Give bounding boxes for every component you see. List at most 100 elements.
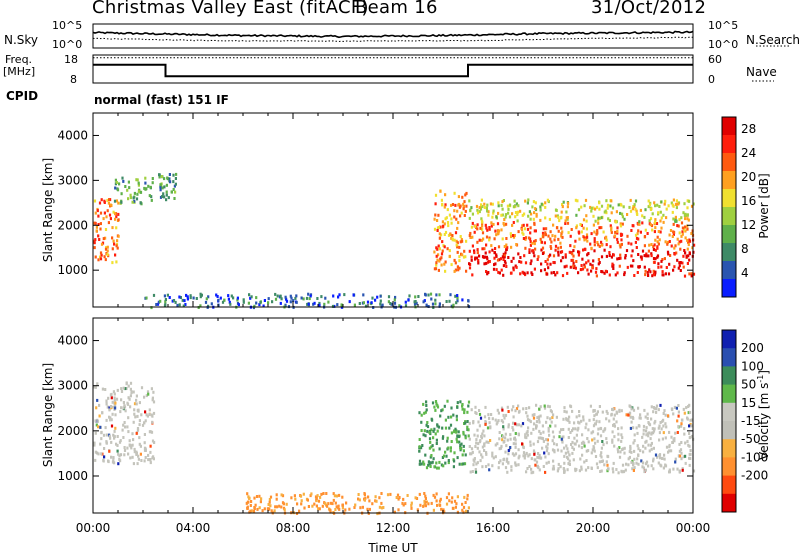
echo-cell [468,199,471,203]
echo-cell [242,300,245,304]
echo-cell [450,440,453,443]
echo-cell [627,413,630,417]
echo-cell [93,241,96,245]
echo-cell [604,269,607,273]
echo-cell [636,232,639,236]
echo-cell [582,248,585,252]
echo-cell [531,205,534,209]
echo-cell [537,255,540,259]
echo-cell [148,408,151,412]
echo-cell [483,434,486,438]
echo-cell [533,240,536,244]
echo-cell [563,409,566,413]
echo-cell [605,460,608,464]
echo-cell [633,466,636,470]
echo-cell [621,436,624,440]
echo-cell [687,243,690,247]
echo-cell [600,243,603,247]
echo-cell [143,186,146,190]
echo-cell [457,221,460,225]
echo-cell [504,466,508,470]
echo-cell [460,442,463,446]
echo-cell [489,439,492,442]
echo-cell [432,457,435,461]
echo-cell [125,382,128,386]
date-label: 31/Oct/2012 [591,0,707,18]
echo-cell [660,259,663,263]
echo-cell [549,424,552,428]
echo-cell [667,204,670,208]
echo-cell [149,461,152,465]
echo-cell [519,209,522,213]
echo-cell [436,226,440,230]
echo-cell [498,258,501,262]
echo-cell [509,437,512,441]
echo-cell [587,440,590,444]
echo-cell [358,302,361,305]
echo-cell [574,442,577,446]
echo-cell [404,304,408,308]
echo-cell [616,271,619,275]
echo-cell [205,297,208,301]
echo-cell [454,505,457,509]
echo-cell [535,214,538,218]
echo-cell [418,462,421,466]
echo-cell [448,213,451,217]
echo-cell [584,247,587,251]
echo-cell [341,495,344,499]
echo-cell [425,408,428,412]
echo-cell [664,464,668,468]
echo-cell [466,420,469,423]
echo-cell [582,226,585,230]
echo-cell [127,384,130,388]
echo-cell [546,438,549,442]
echo-cell [663,409,666,413]
echo-cell [404,502,407,506]
echo-cell [151,177,154,180]
power-colorbar-tick: 12 [741,218,756,232]
echo-cell [115,215,118,219]
echo-cell [438,304,441,308]
echo-cell [476,428,479,432]
echo-cell [137,189,140,193]
echo-cell [503,223,506,227]
echo-cell [478,254,481,258]
echo-cell [156,302,160,306]
echo-cell [517,433,520,437]
echo-cell [474,224,477,228]
echo-cell [650,243,653,246]
echo-cell [565,444,568,448]
echo-cell [640,255,643,259]
echo-cell [503,255,506,259]
echo-cell [491,451,494,455]
echo-cell [512,428,515,432]
echo-cell [543,268,546,272]
echo-cell [100,253,103,257]
echo-cell [133,199,136,203]
echo-cell [629,415,632,419]
echo-cell [661,456,664,460]
echo-cell [94,385,97,389]
echo-cell [207,295,210,299]
echo-cell [132,438,135,442]
echo-cell [602,429,605,433]
echo-cell [501,207,504,211]
echo-cell [637,265,640,269]
echo-cell [557,253,560,257]
echo-cell [618,264,621,268]
echo-cell [104,388,107,391]
echo-cell [128,186,131,190]
echo-cell [655,222,659,225]
echo-cell [593,437,596,441]
echo-cell [532,251,535,255]
echo-cell [510,465,513,469]
echo-cell [549,245,552,248]
x-axis-title: Time UT [367,541,418,554]
echo-cell [684,441,687,445]
echo-cell [173,197,176,200]
echo-cell [625,249,629,253]
echo-cell [549,230,552,234]
echo-cell [510,259,513,263]
echo-cell [426,425,430,429]
echo-cell [599,427,603,431]
